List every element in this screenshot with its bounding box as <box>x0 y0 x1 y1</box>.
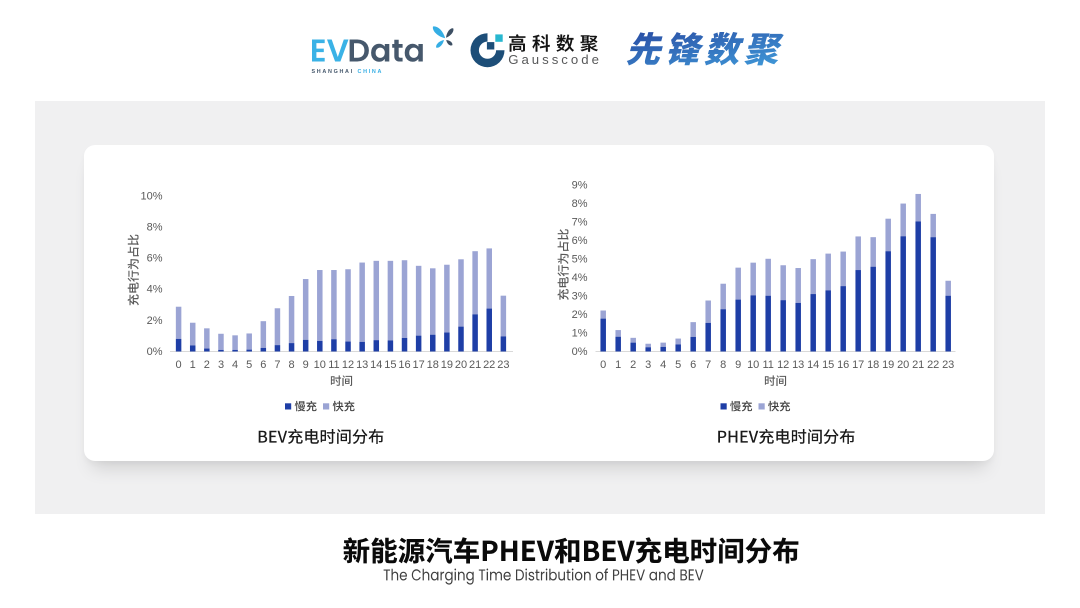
svg-text:5: 5 <box>246 359 252 371</box>
svg-text:19: 19 <box>441 359 453 371</box>
svg-text:19: 19 <box>882 359 894 371</box>
svg-text:5%: 5% <box>572 254 588 266</box>
svg-text:16: 16 <box>398 359 410 371</box>
svg-text:20: 20 <box>455 359 467 371</box>
svg-text:6: 6 <box>690 359 696 371</box>
svg-text:2%: 2% <box>147 315 163 327</box>
svg-text:18: 18 <box>427 359 439 371</box>
svg-text:0%: 0% <box>147 346 163 358</box>
svg-text:8: 8 <box>289 359 295 371</box>
svg-text:1: 1 <box>190 359 196 371</box>
svg-text:18: 18 <box>867 359 879 371</box>
svg-text:6%: 6% <box>147 253 163 265</box>
svg-text:20: 20 <box>897 359 909 371</box>
svg-text:3: 3 <box>645 359 651 371</box>
svg-text:3: 3 <box>218 359 224 371</box>
svg-text:6%: 6% <box>572 235 588 247</box>
svg-text:2: 2 <box>204 359 210 371</box>
svg-text:7: 7 <box>274 359 280 371</box>
svg-text:0: 0 <box>600 359 606 371</box>
svg-text:17: 17 <box>412 359 424 371</box>
svg-text:1: 1 <box>615 359 621 371</box>
svg-text:13: 13 <box>792 359 804 371</box>
svg-text:12: 12 <box>777 359 789 371</box>
svg-text:21: 21 <box>912 359 924 371</box>
svg-text:14: 14 <box>807 359 819 371</box>
svg-text:10%: 10% <box>140 190 162 202</box>
svg-text:22: 22 <box>483 359 495 371</box>
svg-text:4: 4 <box>232 359 238 371</box>
svg-text:9: 9 <box>303 359 309 371</box>
svg-text:5: 5 <box>675 359 681 371</box>
svg-text:4%: 4% <box>572 272 588 284</box>
svg-text:23: 23 <box>942 359 954 371</box>
svg-text:9%: 9% <box>572 180 588 192</box>
svg-text:16: 16 <box>837 359 849 371</box>
svg-text:22: 22 <box>927 359 939 371</box>
svg-text:21: 21 <box>469 359 481 371</box>
svg-text:11: 11 <box>328 359 339 371</box>
svg-text:CHINA: CHINA <box>358 69 384 75</box>
svg-text:10: 10 <box>314 359 326 371</box>
svg-text:13: 13 <box>356 359 368 371</box>
svg-text:0: 0 <box>176 359 182 371</box>
svg-text:2: 2 <box>630 359 636 371</box>
svg-text:3%: 3% <box>572 291 588 303</box>
svg-text:1%: 1% <box>572 327 588 339</box>
svg-text:15: 15 <box>822 359 834 371</box>
svg-text:SHANGHAI: SHANGHAI <box>312 69 354 75</box>
svg-text:8: 8 <box>720 359 726 371</box>
svg-text:4%: 4% <box>147 284 163 296</box>
svg-text:2%: 2% <box>572 309 588 321</box>
svg-text:14: 14 <box>370 359 382 371</box>
svg-text:23: 23 <box>497 359 509 371</box>
svg-text:4: 4 <box>660 359 666 371</box>
svg-text:17: 17 <box>852 359 864 371</box>
svg-text:7: 7 <box>705 359 711 371</box>
svg-text:15: 15 <box>384 359 396 371</box>
svg-text:Gausscode: Gausscode <box>508 52 602 67</box>
svg-text:11: 11 <box>762 359 773 371</box>
svg-text:7%: 7% <box>572 217 588 229</box>
svg-text:10: 10 <box>747 359 759 371</box>
svg-text:8%: 8% <box>147 222 163 234</box>
svg-text:8%: 8% <box>572 198 588 210</box>
svg-text:0%: 0% <box>572 346 588 358</box>
svg-text:6: 6 <box>260 359 266 371</box>
svg-text:12: 12 <box>342 359 354 371</box>
svg-text:9: 9 <box>735 359 741 371</box>
